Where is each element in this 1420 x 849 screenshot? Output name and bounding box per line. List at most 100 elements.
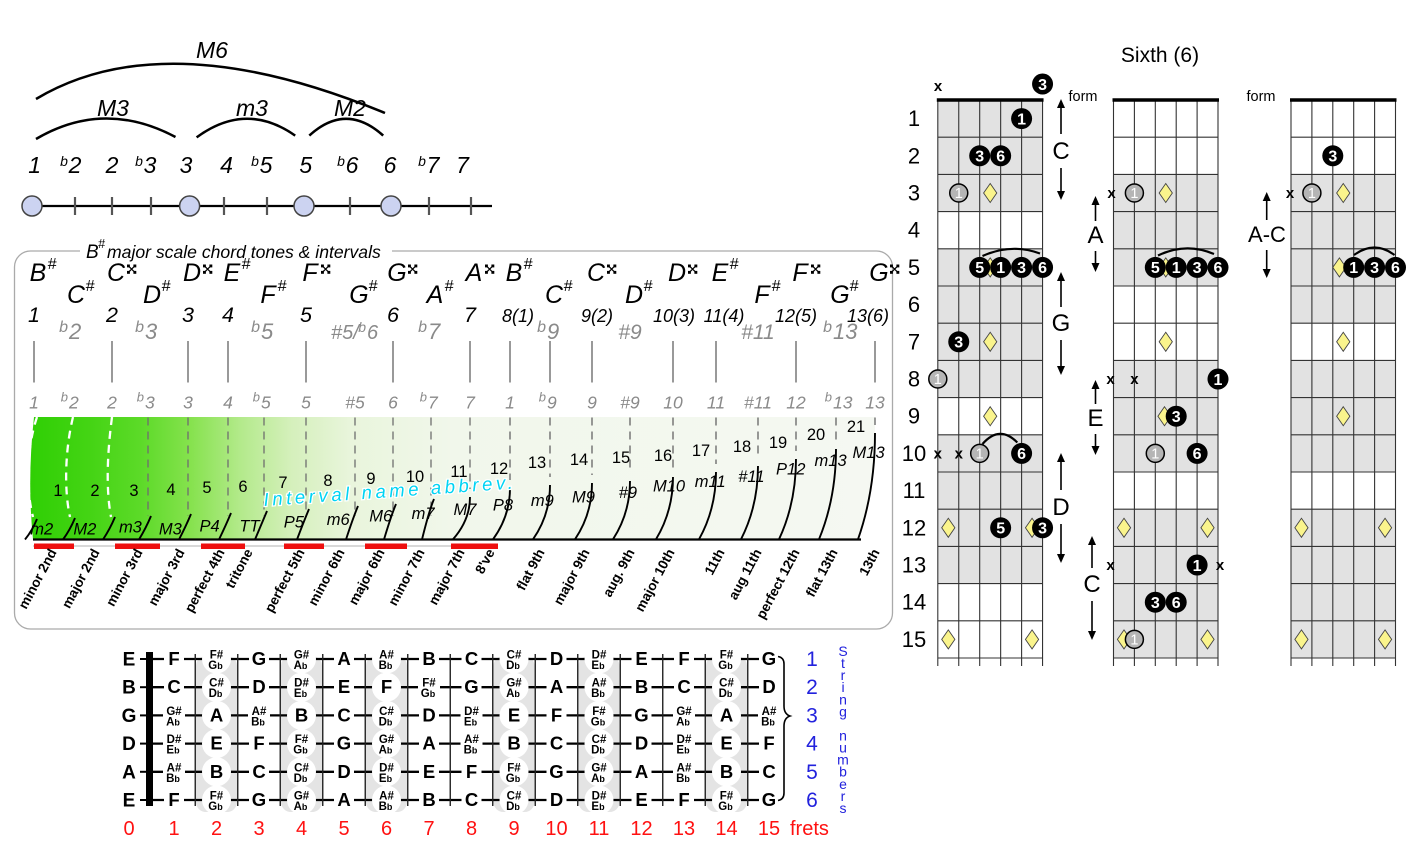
- svg-text:b: b: [358, 319, 366, 335]
- svg-text:5: 5: [299, 152, 312, 178]
- svg-text:8: 8: [908, 367, 920, 392]
- svg-text:6: 6: [346, 152, 359, 178]
- svg-text:3: 3: [954, 335, 963, 352]
- svg-text:9: 9: [908, 404, 920, 429]
- svg-text:3: 3: [1017, 260, 1026, 277]
- svg-text:1: 1: [1193, 558, 1202, 575]
- svg-text:Eb: Eb: [676, 745, 690, 757]
- svg-text:1: 1: [505, 393, 515, 413]
- svg-text:1: 1: [955, 186, 963, 202]
- svg-text:3: 3: [1038, 521, 1047, 538]
- svg-text:7: 7: [423, 818, 434, 840]
- svg-text:D: D: [143, 281, 161, 309]
- svg-text:6: 6: [1172, 595, 1181, 612]
- svg-text:A#: A#: [167, 762, 182, 774]
- svg-text:13(6): 13(6): [847, 306, 889, 326]
- svg-text:G: G: [549, 761, 563, 782]
- svg-text:Gb: Gb: [421, 688, 436, 700]
- svg-text:#: #: [278, 278, 288, 295]
- svg-text:x: x: [1106, 557, 1115, 574]
- svg-text:D: D: [183, 259, 201, 287]
- svg-text:E: E: [635, 789, 647, 810]
- svg-text:13: 13: [833, 319, 858, 344]
- svg-text:E: E: [712, 259, 729, 287]
- svg-text:TT: TT: [239, 517, 261, 535]
- svg-text:g: g: [839, 703, 847, 719]
- svg-text:A: A: [422, 733, 435, 754]
- svg-text:x: x: [1106, 371, 1115, 388]
- svg-text:1: 1: [1308, 186, 1316, 202]
- svg-text:6: 6: [1193, 446, 1202, 463]
- svg-text:b: b: [418, 153, 426, 169]
- svg-text:C: C: [762, 761, 775, 782]
- svg-text:D: D: [625, 281, 643, 309]
- svg-text:14: 14: [715, 818, 737, 840]
- svg-text:D#: D#: [167, 734, 182, 746]
- svg-text:1: 1: [1151, 447, 1159, 463]
- svg-text:E: E: [224, 259, 241, 287]
- svg-text:1: 1: [53, 482, 62, 500]
- svg-text:#: #: [98, 237, 106, 251]
- svg-text:F: F: [260, 281, 277, 309]
- svg-text:3: 3: [1193, 260, 1202, 277]
- svg-text:5: 5: [301, 393, 311, 413]
- svg-text:F#: F#: [720, 650, 734, 662]
- svg-text:B: B: [720, 761, 733, 782]
- svg-text:B: B: [30, 259, 47, 287]
- svg-text:1: 1: [168, 818, 179, 840]
- svg-text:6: 6: [238, 478, 247, 496]
- svg-text:Bb: Bb: [591, 688, 605, 700]
- svg-text:A#: A#: [464, 734, 479, 746]
- svg-text:F#: F#: [720, 791, 734, 803]
- svg-text:21: 21: [847, 418, 865, 436]
- svg-text:C: C: [465, 648, 478, 669]
- svg-text:A: A: [337, 789, 350, 810]
- svg-text:3: 3: [145, 393, 155, 413]
- svg-text:E: E: [1087, 405, 1103, 432]
- svg-text:D: D: [550, 789, 563, 810]
- svg-text:m3: m3: [119, 519, 143, 537]
- svg-text:A: A: [425, 281, 444, 309]
- svg-text:G#: G#: [294, 791, 310, 803]
- svg-text:6: 6: [996, 149, 1005, 166]
- svg-text:Bb: Bb: [464, 745, 478, 757]
- svg-text:A#: A#: [592, 678, 607, 690]
- svg-text:F#: F#: [422, 678, 436, 690]
- svg-text:A: A: [337, 648, 350, 669]
- svg-text:u: u: [839, 740, 847, 756]
- svg-text:D: D: [1052, 494, 1069, 521]
- svg-text:x: x: [1216, 557, 1225, 574]
- svg-text:C#: C#: [507, 650, 522, 662]
- svg-text:A: A: [210, 704, 223, 725]
- svg-text:8: 8: [466, 818, 477, 840]
- svg-text:G: G: [634, 704, 648, 725]
- svg-text:F: F: [381, 676, 392, 697]
- svg-text:#11: #11: [738, 468, 764, 486]
- svg-text:7: 7: [464, 303, 477, 327]
- svg-text:S: S: [838, 643, 847, 659]
- svg-text:3: 3: [182, 303, 194, 327]
- svg-text:C#: C#: [209, 678, 224, 690]
- svg-text:M6: M6: [196, 37, 228, 63]
- svg-text:G: G: [464, 676, 478, 697]
- svg-text:3: 3: [183, 393, 193, 413]
- svg-text:m3: m3: [236, 95, 268, 121]
- svg-text:M6: M6: [369, 507, 393, 525]
- svg-text:B: B: [86, 242, 99, 263]
- svg-text:C: C: [1083, 571, 1100, 598]
- svg-text:11: 11: [903, 478, 926, 503]
- svg-text:E: E: [720, 733, 732, 754]
- svg-text:#9: #9: [618, 321, 642, 344]
- svg-text:i: i: [841, 679, 844, 695]
- svg-text:#: #: [162, 278, 172, 295]
- svg-text:13: 13: [902, 553, 926, 578]
- svg-text:G: G: [337, 733, 351, 754]
- svg-text:2: 2: [806, 676, 818, 699]
- svg-text:Eb: Eb: [591, 801, 605, 813]
- svg-text:G#: G#: [166, 706, 182, 718]
- svg-text:b: b: [337, 153, 345, 169]
- svg-text:Bb: Bb: [379, 660, 393, 672]
- svg-text:3: 3: [975, 149, 984, 166]
- svg-text:1: 1: [28, 303, 40, 327]
- svg-text:1: 1: [1214, 372, 1223, 389]
